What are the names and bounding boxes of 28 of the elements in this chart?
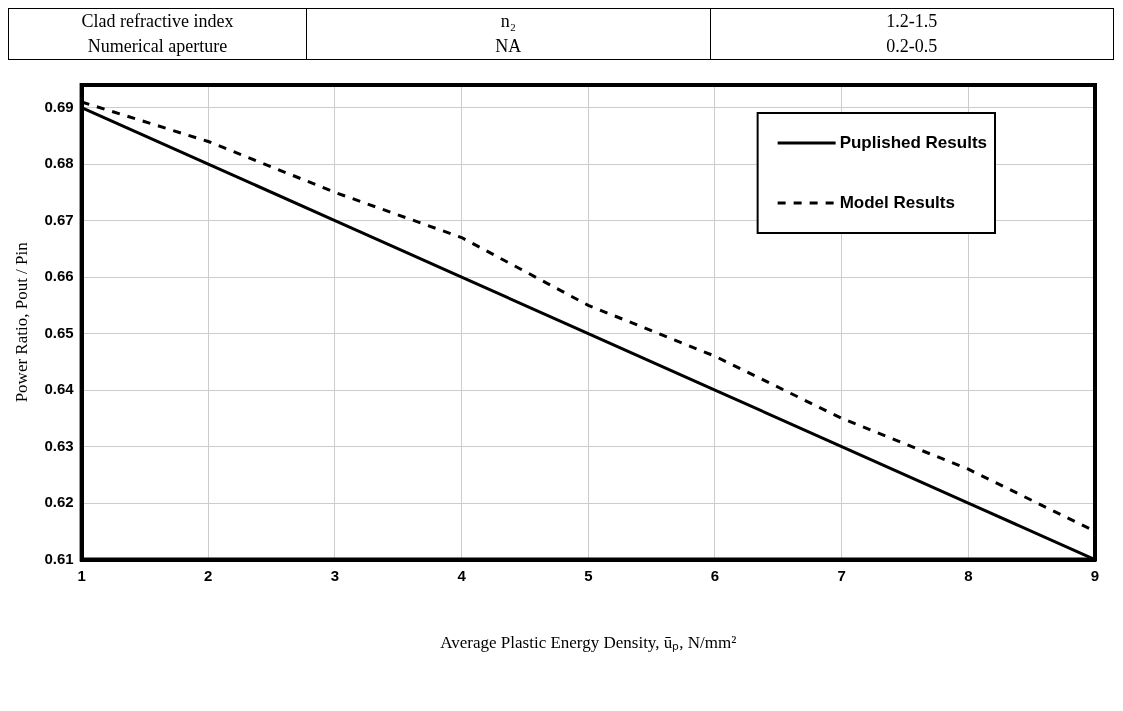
y-tick-label: 0.69	[44, 97, 74, 115]
text: 0.2-0.5	[710, 34, 1114, 60]
x-tick-label: 8	[964, 566, 973, 584]
x-axis-title: Average Plastic Energy Density, ūₚ, N/mm²	[440, 633, 737, 654]
legend-label: Model Results	[839, 192, 955, 212]
y-tick-label: 0.61	[44, 549, 74, 567]
x-tick-label: 3	[330, 566, 340, 584]
text: 1.2-1.5	[710, 8, 1114, 34]
x-tick-label: 5	[584, 566, 593, 584]
x-tick-label: 7	[837, 566, 846, 584]
text: Numerical aperture	[8, 34, 307, 60]
y-axis-title: Power Ratio, Pout / Pin	[11, 241, 31, 403]
legend-label: Puplished Results	[839, 132, 988, 152]
y-tick-label: 0.63	[44, 436, 74, 454]
y-tick-label: 0.65	[44, 323, 74, 341]
x-tick-label: 1	[77, 566, 86, 584]
x-tick-label: 2	[204, 566, 213, 584]
y-tick-label: 0.64	[44, 380, 75, 398]
x-tick-label: 9	[1090, 566, 1100, 584]
y-tick-label: 0.68	[44, 154, 74, 172]
text: n₂	[306, 8, 711, 34]
y-tick-label: 0.66	[44, 267, 74, 285]
x-tick-label: 4	[457, 566, 467, 584]
text: Clad refractive index	[8, 8, 307, 34]
y-tick-label: 0.67	[44, 210, 74, 228]
text: NA	[306, 34, 711, 60]
x-tick-label: 6	[710, 566, 720, 584]
y-tick-label: 0.62	[44, 493, 74, 511]
